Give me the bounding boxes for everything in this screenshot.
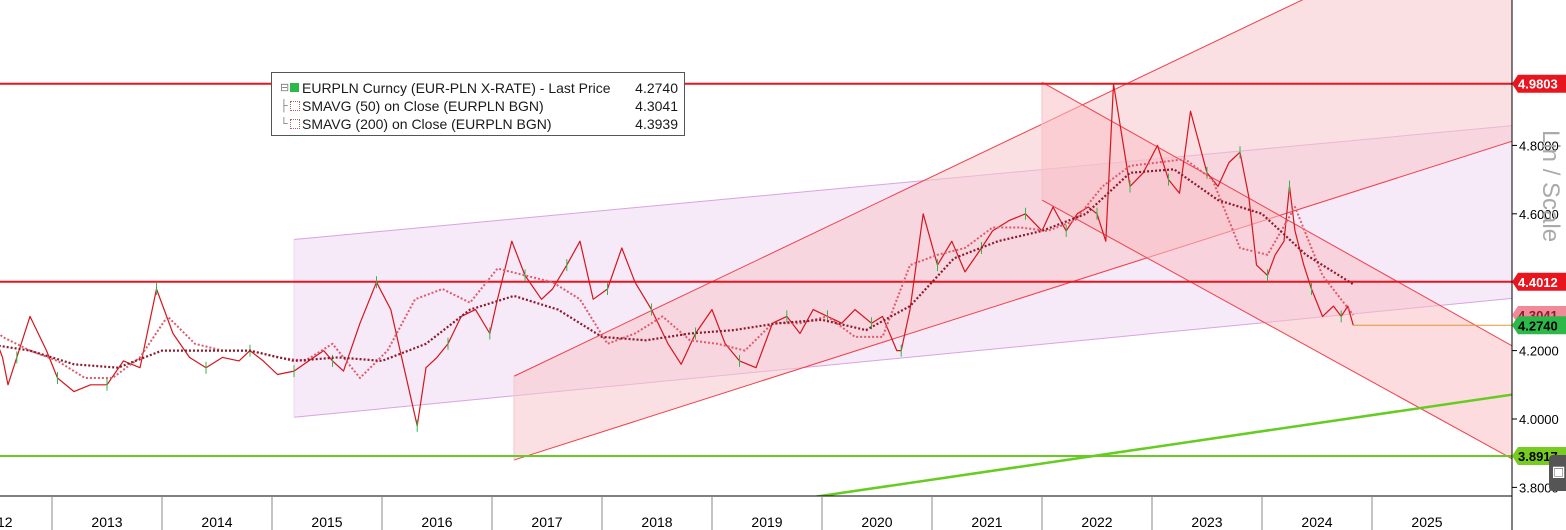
legend-entry-last-price[interactable]: ⊟ EURPLN Curncy (EUR-PLN X-RATE) - Last … — [280, 80, 678, 96]
x-tick-label-2019: 2019 — [751, 514, 782, 530]
channel-1-upper-line — [513, 0, 1304, 377]
tree-collapse-icon[interactable]: ⊟ — [280, 82, 290, 94]
y-tick-label-4.6000: 4.6000 — [1519, 207, 1559, 222]
x-tick-label-2018: 2018 — [641, 514, 672, 530]
plot-area — [0, 0, 1512, 496]
level-tag-1-label: 4.4012 — [1518, 275, 1558, 290]
last-price-tag-1-label: 4.2740 — [1518, 318, 1558, 333]
trendline-0 — [811, 393, 1512, 496]
chart-legend[interactable]: ⊟ EURPLN Curncy (EUR-PLN X-RATE) - Last … — [271, 72, 685, 136]
level-tag-1-box — [1512, 272, 1566, 291]
last-price-tag-1-box — [1512, 316, 1566, 335]
legend-swatch-last-price — [290, 83, 299, 92]
y-tick-label-4.8000: 4.8000 — [1519, 138, 1559, 153]
x-tick-label-2013: 2013 — [91, 514, 122, 530]
series-smavg-200-line — [0, 168, 1354, 369]
series-last-price-line — [0, 83, 1354, 427]
level-tag-0-box — [1512, 74, 1566, 93]
legend-swatch-smavg-200 — [290, 119, 300, 129]
x-tick-label-2017: 2017 — [531, 514, 562, 530]
y-tick-label-4.0000: 4.0000 — [1519, 412, 1559, 427]
scale-toggle-label[interactable]: Lin / Scale — [1537, 130, 1564, 243]
legend-entry-smavg-50[interactable]: ├ SMAVG (50) on Close (EURPLN BGN) 4.304… — [280, 98, 678, 114]
x-tick-label-2014: 2014 — [201, 514, 232, 530]
level-tag-2-label: 3.8917 — [1518, 449, 1558, 464]
channel-2-upper-line — [1041, 81, 1512, 347]
x-tick-label-2012: 2012 — [0, 514, 13, 530]
legend-swatch-smavg-50 — [290, 101, 300, 111]
x-tick-label-2023: 2023 — [1191, 514, 1222, 530]
tree-branch-icon: ├ — [280, 100, 288, 112]
channel-1-lower-line — [513, 140, 1512, 461]
x-tick-label-2024: 2024 — [1301, 514, 1332, 530]
x-tick-label-2016: 2016 — [421, 514, 452, 530]
channel-2-fill — [1042, 82, 1512, 459]
legend-entry-smavg-200[interactable]: └ SMAVG (200) on Close (EURPLN BGN) 4.39… — [280, 116, 678, 132]
chart-options-button[interactable]: ▣ — [1549, 455, 1566, 491]
x-tick-label-2025: 2025 — [1411, 514, 1442, 530]
level-tag-0-label: 4.9803 — [1518, 77, 1558, 92]
series-smavg-50-line — [0, 158, 1355, 379]
x-tick-label-2022: 2022 — [1081, 514, 1112, 530]
channel-2-lower-line — [1041, 199, 1512, 460]
x-tick-label-2020: 2020 — [861, 514, 892, 530]
y-tick-label-3.8000: 3.8000 — [1519, 480, 1559, 495]
y-tick-label-4.2000: 4.2000 — [1519, 344, 1559, 359]
channel-1-fill — [514, 0, 1512, 461]
tree-branch-end-icon: └ — [280, 118, 288, 130]
x-tick-label-2015: 2015 — [311, 514, 342, 530]
x-tick-label-2021: 2021 — [971, 514, 1002, 530]
chart-options-icon: ▣ — [1552, 463, 1566, 479]
